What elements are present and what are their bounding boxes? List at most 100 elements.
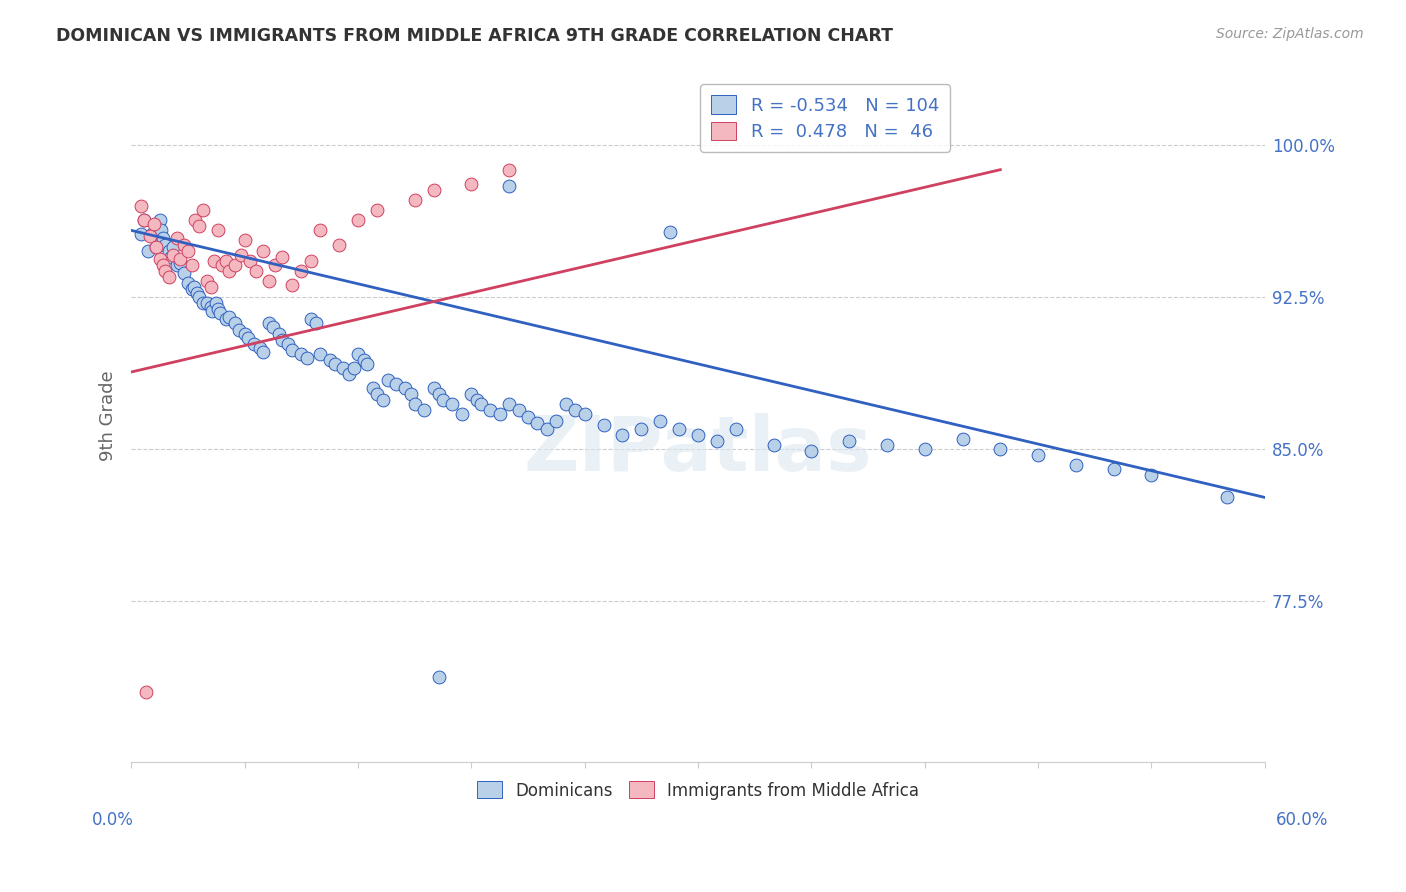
Point [536,422,558,436]
Point [224,258,246,272]
Point [404,397,426,411]
Point [762,438,785,452]
Point [384,377,406,392]
Point [1064,458,1087,472]
Point [460,387,482,401]
Point [207,223,229,237]
Point [281,343,304,357]
Point [290,264,312,278]
Point [451,408,474,422]
Point [205,296,228,310]
Point [422,183,444,197]
Point [252,244,274,258]
Point [157,244,180,258]
Point [724,422,747,436]
Point [188,219,211,234]
Point [201,304,224,318]
Point [207,302,229,317]
Point [136,244,159,258]
Point [145,239,167,253]
Point [554,397,576,411]
Legend: Dominicans, Immigrants from Middle Africa: Dominicans, Immigrants from Middle Afric… [470,774,927,806]
Point [160,250,183,264]
Point [229,247,252,261]
Point [135,684,157,698]
Point [215,253,238,268]
Point [1102,462,1125,476]
Point [612,427,634,442]
Point [139,229,162,244]
Point [838,434,860,448]
Point [328,237,350,252]
Point [488,408,510,422]
Point [564,403,586,417]
Point [404,193,426,207]
Point [332,360,354,375]
Text: 60.0%: 60.0% [1277,811,1329,829]
Point [592,417,614,432]
Point [243,336,266,351]
Y-axis label: 9th Grade: 9th Grade [100,370,117,461]
Point [546,413,568,427]
Point [277,336,299,351]
Text: 0.0%: 0.0% [91,811,134,829]
Point [460,177,482,191]
Point [202,253,225,268]
Point [257,274,280,288]
Point [233,326,256,341]
Point [658,226,681,240]
Point [876,438,898,452]
Point [498,162,520,177]
Point [200,280,222,294]
Point [195,274,218,288]
Point [157,269,180,284]
Point [706,434,728,448]
Point [191,203,214,218]
Point [134,213,156,227]
Point [800,443,823,458]
Point [257,317,280,331]
Point [399,387,422,401]
Point [252,344,274,359]
Point [650,413,672,427]
Point [180,258,202,272]
Point [195,296,218,310]
Point [169,256,191,270]
Point [479,403,502,417]
Point [309,347,332,361]
Point [184,213,207,227]
Point [299,253,322,268]
Point [186,286,208,301]
Point [361,381,384,395]
Point [508,403,530,417]
Point [173,237,195,252]
Point [1026,448,1049,462]
Point [323,357,346,371]
Point [371,393,394,408]
Point [1140,468,1163,483]
Point [129,199,152,213]
Point [347,347,370,361]
Point [343,360,366,375]
Point [155,264,177,278]
Point [173,266,195,280]
Point [914,442,936,456]
Point [353,352,375,367]
Point [517,409,540,424]
Point [183,280,205,294]
Point [249,341,271,355]
Point [142,217,165,231]
Point [152,231,174,245]
Point [166,231,188,245]
Point [152,258,174,272]
Point [129,227,152,242]
Point [394,381,416,395]
Text: DOMINICAN VS IMMIGRANTS FROM MIDDLE AFRICA 9TH GRADE CORRELATION CHART: DOMINICAN VS IMMIGRANTS FROM MIDDLE AFRI… [56,27,893,45]
Point [271,333,294,347]
Point [574,408,596,422]
Point [432,393,454,408]
Point [262,320,284,334]
Text: ZIPatlas: ZIPatlas [523,413,872,487]
Point [141,227,163,242]
Point [498,178,520,193]
